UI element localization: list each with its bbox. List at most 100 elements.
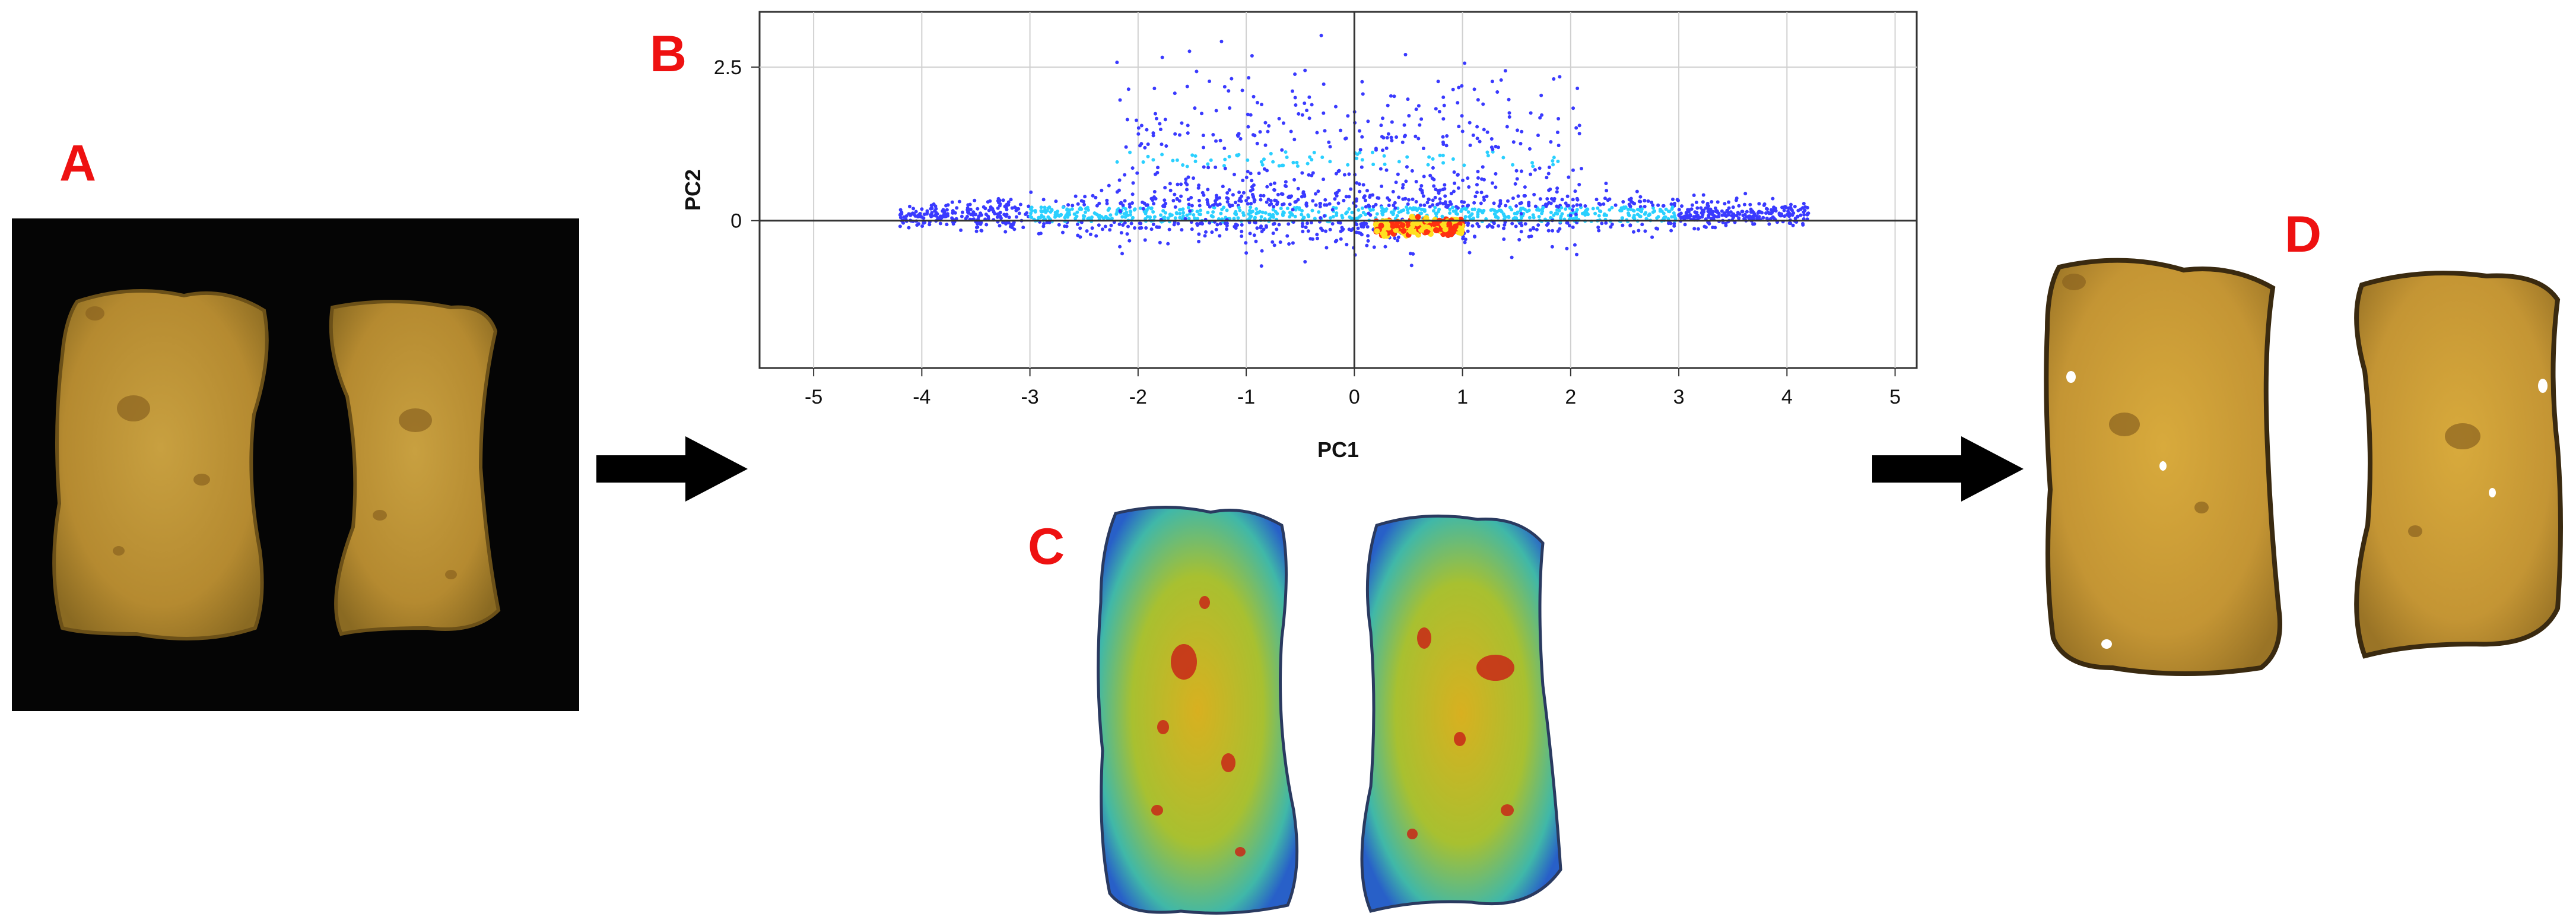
scatter-point bbox=[1552, 77, 1556, 81]
scatter-point bbox=[1040, 210, 1044, 214]
scatter-point bbox=[1685, 215, 1689, 220]
scatter-point bbox=[1109, 223, 1113, 227]
scatter-point bbox=[1463, 237, 1468, 242]
scatter-point bbox=[1164, 144, 1168, 148]
scatter-point bbox=[1250, 53, 1254, 58]
scatter-point bbox=[1349, 187, 1353, 191]
scatter-point bbox=[1400, 140, 1405, 144]
scatter-point bbox=[971, 210, 976, 214]
scatter-point bbox=[1432, 184, 1436, 188]
scatter-point bbox=[1451, 205, 1455, 210]
scatter-point bbox=[1193, 106, 1197, 110]
scatter-point bbox=[1418, 227, 1424, 233]
scatter-point bbox=[1600, 221, 1604, 226]
scatter-point bbox=[1355, 181, 1359, 185]
scatter-point bbox=[1152, 189, 1157, 194]
scatter-point bbox=[1121, 203, 1125, 207]
scatter-point bbox=[1796, 214, 1800, 218]
scatter-point bbox=[1143, 145, 1147, 150]
scatter-point bbox=[1006, 200, 1011, 204]
scatter-point bbox=[1696, 227, 1700, 231]
scatter-point bbox=[1167, 227, 1171, 231]
scatter-point bbox=[1361, 92, 1365, 96]
scatter-point bbox=[1558, 75, 1562, 79]
scatter-point bbox=[1305, 109, 1309, 113]
scatter-point bbox=[1646, 199, 1650, 203]
scatter-point bbox=[1404, 179, 1408, 183]
scatter-point bbox=[1357, 231, 1361, 235]
scatter-point bbox=[1555, 186, 1559, 191]
scatter-point bbox=[1215, 194, 1219, 198]
scatter-point bbox=[1322, 214, 1326, 218]
scatter-point bbox=[1466, 229, 1470, 233]
scatter-point bbox=[1448, 207, 1452, 211]
scatter-point bbox=[1475, 125, 1479, 129]
scatter-point bbox=[1383, 162, 1387, 166]
scatter-point bbox=[1107, 183, 1111, 188]
scatter-point bbox=[1173, 205, 1177, 209]
scatter-point bbox=[1694, 214, 1698, 218]
scatter-point bbox=[1415, 208, 1419, 212]
scatter-point bbox=[944, 204, 948, 208]
scatter-point bbox=[996, 212, 1000, 216]
scatter-point bbox=[911, 207, 916, 211]
scatter-point bbox=[1222, 146, 1227, 150]
scatter-point bbox=[1537, 208, 1541, 212]
scatter-point bbox=[984, 223, 989, 227]
scatter-point bbox=[1375, 212, 1379, 216]
scatter-point bbox=[1259, 215, 1263, 219]
scatter-point bbox=[1444, 144, 1449, 148]
scatter-point bbox=[1314, 203, 1318, 207]
scatter-point bbox=[1259, 198, 1263, 202]
scatter-point bbox=[1805, 205, 1809, 210]
scatter-point bbox=[1344, 211, 1348, 215]
scatter-point bbox=[1086, 217, 1090, 221]
scatter-point bbox=[1170, 213, 1174, 217]
scatter-point bbox=[1335, 194, 1339, 198]
scatter-point bbox=[1271, 208, 1275, 212]
scatter-point bbox=[1441, 161, 1446, 165]
scatter-point bbox=[1315, 236, 1319, 240]
scatter-point bbox=[1239, 199, 1243, 203]
scatter-point bbox=[1046, 206, 1050, 210]
scatter-point bbox=[1401, 197, 1405, 201]
scatter-point bbox=[907, 212, 911, 216]
scatter-point bbox=[1084, 207, 1088, 211]
scatter-point bbox=[1724, 221, 1728, 226]
scatter-point bbox=[1475, 183, 1479, 187]
scatter-point bbox=[1175, 197, 1179, 201]
scatter-point bbox=[1085, 229, 1089, 233]
scatter-point bbox=[1195, 69, 1199, 74]
scatter-point bbox=[1265, 200, 1269, 204]
scatter-point bbox=[1186, 131, 1190, 135]
scatter-point bbox=[1301, 190, 1306, 194]
scatter-point bbox=[1350, 211, 1354, 215]
scatter-point bbox=[1376, 196, 1380, 200]
scatter-point bbox=[1555, 131, 1559, 135]
scatter-point bbox=[1669, 221, 1673, 226]
scatter-point bbox=[1279, 207, 1283, 211]
scatter-point bbox=[1275, 202, 1279, 207]
scatter-point bbox=[1505, 125, 1509, 129]
scatter-point bbox=[951, 211, 955, 215]
scatter-point bbox=[1696, 216, 1700, 220]
scatter-point bbox=[1364, 221, 1368, 226]
scatter-point bbox=[1743, 212, 1747, 217]
scatter-point bbox=[1192, 176, 1196, 180]
scatter-point bbox=[1596, 225, 1600, 229]
scatter-point bbox=[1740, 210, 1744, 214]
scatter-point bbox=[1215, 223, 1219, 227]
scatter-point bbox=[1667, 210, 1672, 214]
scatter-point bbox=[1142, 210, 1146, 214]
scatter-point bbox=[1190, 153, 1195, 157]
scatter-point bbox=[1715, 215, 1719, 219]
scatter-point bbox=[1065, 207, 1069, 211]
scatter-point bbox=[1451, 157, 1455, 161]
scatter-point bbox=[1307, 173, 1311, 177]
scatter-point bbox=[1380, 205, 1384, 210]
scatter-point bbox=[1473, 234, 1477, 239]
scatter-point bbox=[1171, 198, 1176, 202]
scatter-point bbox=[1802, 212, 1806, 217]
scatter-point bbox=[1120, 252, 1125, 256]
scatter-point bbox=[1209, 158, 1213, 162]
